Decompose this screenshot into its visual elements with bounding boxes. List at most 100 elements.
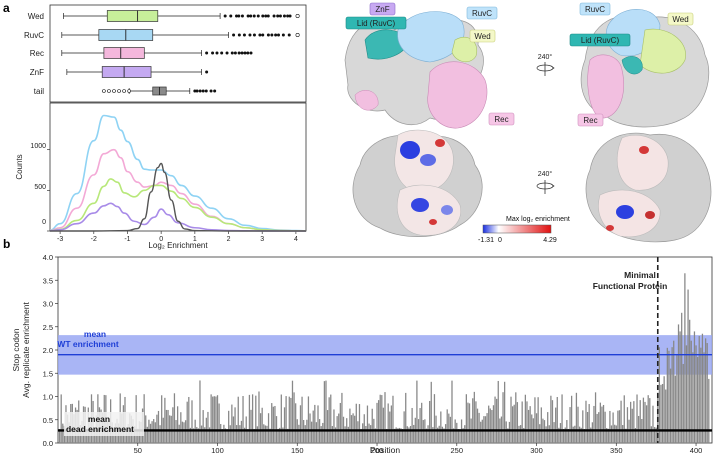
- position-bar: [216, 395, 219, 443]
- position-bar: [545, 426, 547, 443]
- rotation-arrow-icon-bottom: [536, 180, 555, 194]
- boxplot-category-ruvc: RuvC: [24, 31, 44, 40]
- position-bar: [200, 425, 203, 443]
- position-bar: [314, 404, 316, 443]
- boxplot-outlier: [198, 89, 202, 93]
- position-bar: [529, 406, 531, 443]
- domain-label-text: ZnF: [375, 5, 389, 14]
- density-xlabel: Log₂ Enrichment: [148, 241, 208, 250]
- position-bar: [159, 425, 161, 443]
- position-bar: [236, 425, 238, 443]
- position-bar: [290, 397, 292, 443]
- position-bar: [406, 426, 408, 443]
- position-bar: [577, 406, 579, 443]
- position-bar: [451, 380, 453, 443]
- position-bar: [676, 354, 678, 443]
- position-bar: [464, 425, 466, 443]
- position-bar: [540, 407, 542, 443]
- position-bar: [178, 424, 180, 443]
- boxplot-outlier: [102, 89, 106, 93]
- bar-xtick-label: 300: [530, 446, 543, 455]
- position-bar: [196, 427, 198, 443]
- position-bar: [575, 392, 578, 443]
- boxplot-outlier: [243, 51, 247, 55]
- boxplot-outlier: [249, 51, 253, 55]
- enrichment-surface-upper-right: [616, 134, 669, 191]
- position-bar: [698, 336, 700, 443]
- boxplot-outlier: [205, 70, 209, 74]
- position-bar: [609, 410, 611, 443]
- position-bar: [706, 343, 708, 443]
- position-bar: [593, 405, 595, 443]
- position-bar: [526, 401, 528, 443]
- position-bar: [339, 402, 341, 443]
- position-bar: [384, 392, 386, 443]
- position-bar: [253, 428, 255, 443]
- position-bar: [377, 400, 380, 443]
- position-bar: [496, 398, 498, 443]
- position-bar: [239, 425, 241, 443]
- bar-chart-xlabel: Position: [370, 445, 401, 455]
- domain-label-text: RuvC: [585, 5, 605, 14]
- position-bar: [277, 428, 279, 443]
- position-bar: [606, 428, 608, 443]
- boxplot-outlier: [237, 51, 241, 55]
- domain-label-text: Rec: [583, 116, 597, 125]
- position-bar: [440, 411, 442, 443]
- depleted-patch: [420, 154, 436, 166]
- enriched-patch: [639, 146, 649, 154]
- position-bar: [668, 350, 670, 443]
- rotation-angle-top: 240°: [538, 53, 553, 61]
- position-bar: [665, 389, 667, 443]
- position-bar: [661, 383, 664, 443]
- bar-ytick-label: 2.5: [43, 323, 53, 332]
- position-bar: [599, 402, 601, 443]
- position-bar: [620, 400, 622, 443]
- density-ytick-500: 500: [34, 184, 46, 191]
- position-bar: [156, 414, 158, 443]
- position-bar: [258, 391, 260, 443]
- boxplot-outlier: [266, 14, 270, 18]
- position-bar: [161, 395, 163, 443]
- position-bar: [652, 405, 654, 443]
- position-bar: [425, 428, 428, 443]
- position-bar: [408, 427, 410, 443]
- position-bar: [518, 425, 520, 443]
- position-bar: [285, 396, 287, 443]
- boxplot-outlier: [230, 51, 234, 55]
- position-bar: [398, 427, 400, 443]
- density-xtick-label: 4: [294, 236, 298, 243]
- position-bar: [357, 421, 359, 443]
- density-xtick-label: 2: [227, 236, 231, 243]
- position-bar: [288, 396, 290, 443]
- bar-ytick-label: 3.0: [43, 300, 53, 309]
- position-bar: [693, 331, 696, 443]
- position-bar: [145, 415, 147, 443]
- boxplot-outlier: [242, 33, 246, 37]
- density-xtick-label: -1: [124, 236, 130, 243]
- domain-label-text: Rec: [494, 115, 508, 124]
- density-series-line: [49, 178, 307, 232]
- position-bar: [157, 410, 160, 443]
- position-bar: [666, 347, 668, 443]
- enriched-patch: [645, 211, 655, 219]
- position-bar: [452, 428, 455, 443]
- position-bar: [523, 427, 525, 443]
- position-bar: [186, 401, 188, 443]
- position-bar: [210, 394, 212, 443]
- position-bar: [328, 397, 330, 443]
- position-bar: [574, 425, 576, 443]
- position-bar: [669, 368, 672, 443]
- colorbar-gradient: [482, 224, 552, 234]
- position-bar: [486, 413, 488, 443]
- position-bar: [172, 407, 174, 443]
- position-bar: [437, 427, 439, 443]
- position-bar: [60, 394, 62, 443]
- position-bar: [689, 319, 691, 443]
- boxplot-outlier: [220, 51, 224, 55]
- position-bar: [360, 428, 362, 443]
- position-bar: [653, 427, 656, 443]
- position-bar: [304, 425, 306, 443]
- position-bar: [677, 324, 680, 443]
- position-bar: [358, 404, 361, 443]
